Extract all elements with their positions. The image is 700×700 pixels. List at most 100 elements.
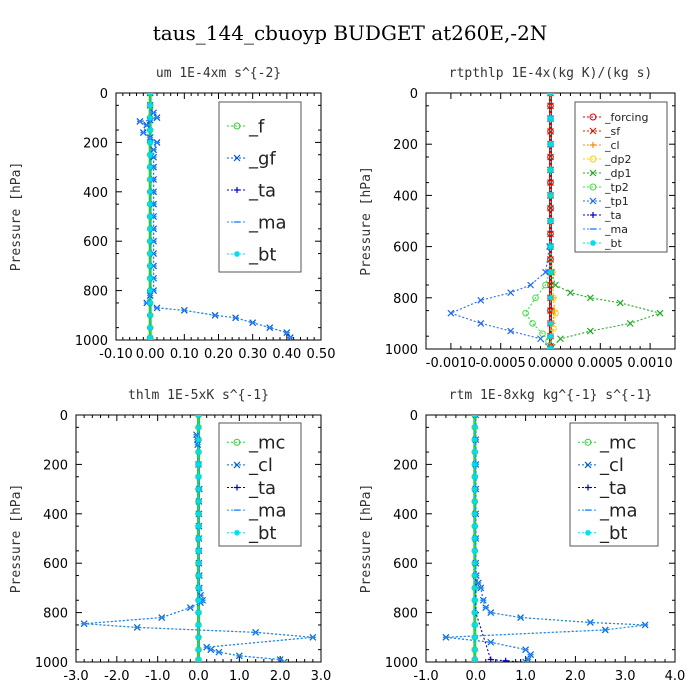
legend-label: _cl <box>248 455 273 476</box>
legend-label: _ta <box>599 478 627 499</box>
legend-box <box>574 101 668 253</box>
legend-marker <box>233 122 241 130</box>
data-point-bt <box>471 597 478 604</box>
data-point-dp1 <box>656 309 664 317</box>
data-point-bt <box>471 572 478 579</box>
legend-marker <box>233 461 241 469</box>
legend-label: _dp2 <box>604 153 631 166</box>
data-point-bt <box>471 498 478 505</box>
data-point-bt <box>147 262 154 269</box>
data-point-bt <box>547 93 554 96</box>
series-line-ma <box>84 434 313 662</box>
data-point-bt <box>471 461 478 468</box>
data-point-bt <box>471 449 478 456</box>
y-tick-label: 600 <box>393 557 418 572</box>
data-point-bt <box>147 201 154 208</box>
y-tick-label: 200 <box>393 138 418 153</box>
legend-box <box>218 101 302 273</box>
data-point-bt <box>195 415 202 418</box>
data-point-bt <box>147 127 154 134</box>
data-point-bt <box>147 139 154 146</box>
y-axis-label: Pressure [hPa] <box>359 484 374 594</box>
data-point-ta <box>487 656 494 662</box>
x-tick-label: 0.40 <box>272 347 301 362</box>
data-point-bt <box>147 299 154 306</box>
data-point-dp1 <box>552 281 559 289</box>
data-point-bt <box>471 535 478 542</box>
legend: _forcing_sf_cl_dp2_dp1_tp2_tp1_ta_ma_bt <box>574 101 668 253</box>
series-group <box>442 415 649 662</box>
legend-box <box>569 422 659 547</box>
chart-panel-4: rtm 1E-8xkg kg^{-1} s^{-1} Pressure [hPa]… <box>359 388 685 684</box>
data-point-bt <box>547 192 554 199</box>
legend: _mc_cl_ta_ma_bt <box>569 422 659 547</box>
series-line-tp1 <box>449 93 552 349</box>
data-point-bt <box>147 188 154 195</box>
data-point-bt <box>195 486 202 493</box>
data-point-tp1 <box>537 335 544 343</box>
data-point-bt <box>471 523 478 530</box>
y-tick-label: 1000 <box>75 334 108 349</box>
y-tick-label: 200 <box>83 136 108 151</box>
x-tick-label: -0.0010 <box>426 356 476 371</box>
panel-title: rtm 1E-8xkg kg^{-1} s^{-1} <box>449 388 653 403</box>
y-axis-label: Pressure [hPa] <box>9 162 24 272</box>
legend-marker <box>233 438 241 446</box>
legend-label: _f <box>248 116 265 137</box>
data-point-bt <box>471 634 478 641</box>
y-axis-label: Pressure [hPa] <box>359 166 374 276</box>
y-tick-label: 400 <box>393 508 418 523</box>
series-group <box>80 415 317 662</box>
chart-panel-1: um 1E-4xm s^{-2} Pressure [hPa] -0.10 0.00 0… <box>9 66 335 362</box>
x-tick-label: 1.0 <box>229 669 250 684</box>
data-point-bt <box>195 646 202 653</box>
legend-marker <box>584 461 592 469</box>
y-tick-label: 400 <box>43 508 68 523</box>
data-point-bt <box>147 238 154 245</box>
data-point-bt <box>195 659 202 662</box>
x-tick-label: 4.0 <box>665 669 686 684</box>
data-point-tp2 <box>529 320 536 327</box>
x-tick-label: 0.0005 <box>578 356 624 371</box>
legend-label: _cl <box>604 139 620 152</box>
data-point-bt <box>195 634 202 641</box>
data-point-bt <box>195 572 202 579</box>
data-point-bt <box>195 424 202 431</box>
data-point-tp2 <box>522 309 529 317</box>
y-tick-label: 200 <box>43 458 68 473</box>
data-point-bt <box>471 510 478 517</box>
data-point-bt <box>547 333 554 340</box>
legend-marker <box>233 154 241 162</box>
data-point-bt <box>547 115 554 122</box>
legend-label: _mc <box>248 433 285 454</box>
legend-label: _tp1 <box>604 195 629 208</box>
series-line-ma <box>445 415 646 662</box>
data-point-bt <box>147 225 154 232</box>
data-point-bt <box>195 523 202 530</box>
data-point-dp2 <box>550 325 557 332</box>
y-tick-label: 800 <box>393 292 418 307</box>
data-point-bt <box>147 324 154 331</box>
legend-label: _cl <box>599 455 624 476</box>
legend-marker <box>590 212 596 218</box>
data-point-bt <box>147 250 154 257</box>
x-tick-label: 0.0010 <box>627 356 673 371</box>
data-point-bt <box>195 461 202 468</box>
data-point-cl <box>472 415 480 419</box>
data-point-bt <box>195 584 202 591</box>
x-tick-label: 0.50 <box>307 347 336 362</box>
y-tick-label: 200 <box>393 458 418 473</box>
data-point-bt <box>147 213 154 220</box>
legend-label: _ma <box>599 500 638 521</box>
data-point-bt <box>195 535 202 542</box>
data-point-bt <box>471 424 478 431</box>
data-point-tp1 <box>507 289 515 297</box>
x-tick-label: -0.10 <box>99 347 133 362</box>
chart-panel-2: rtpthlp 1E-4x(kg K)/(kg s) Pressure [hPa]… <box>359 66 676 371</box>
data-point-bt <box>547 166 554 173</box>
legend-label: _gf <box>248 148 276 169</box>
legend-marker <box>234 187 240 193</box>
data-point-bt <box>471 547 478 554</box>
legend-label: _bt <box>248 244 276 265</box>
